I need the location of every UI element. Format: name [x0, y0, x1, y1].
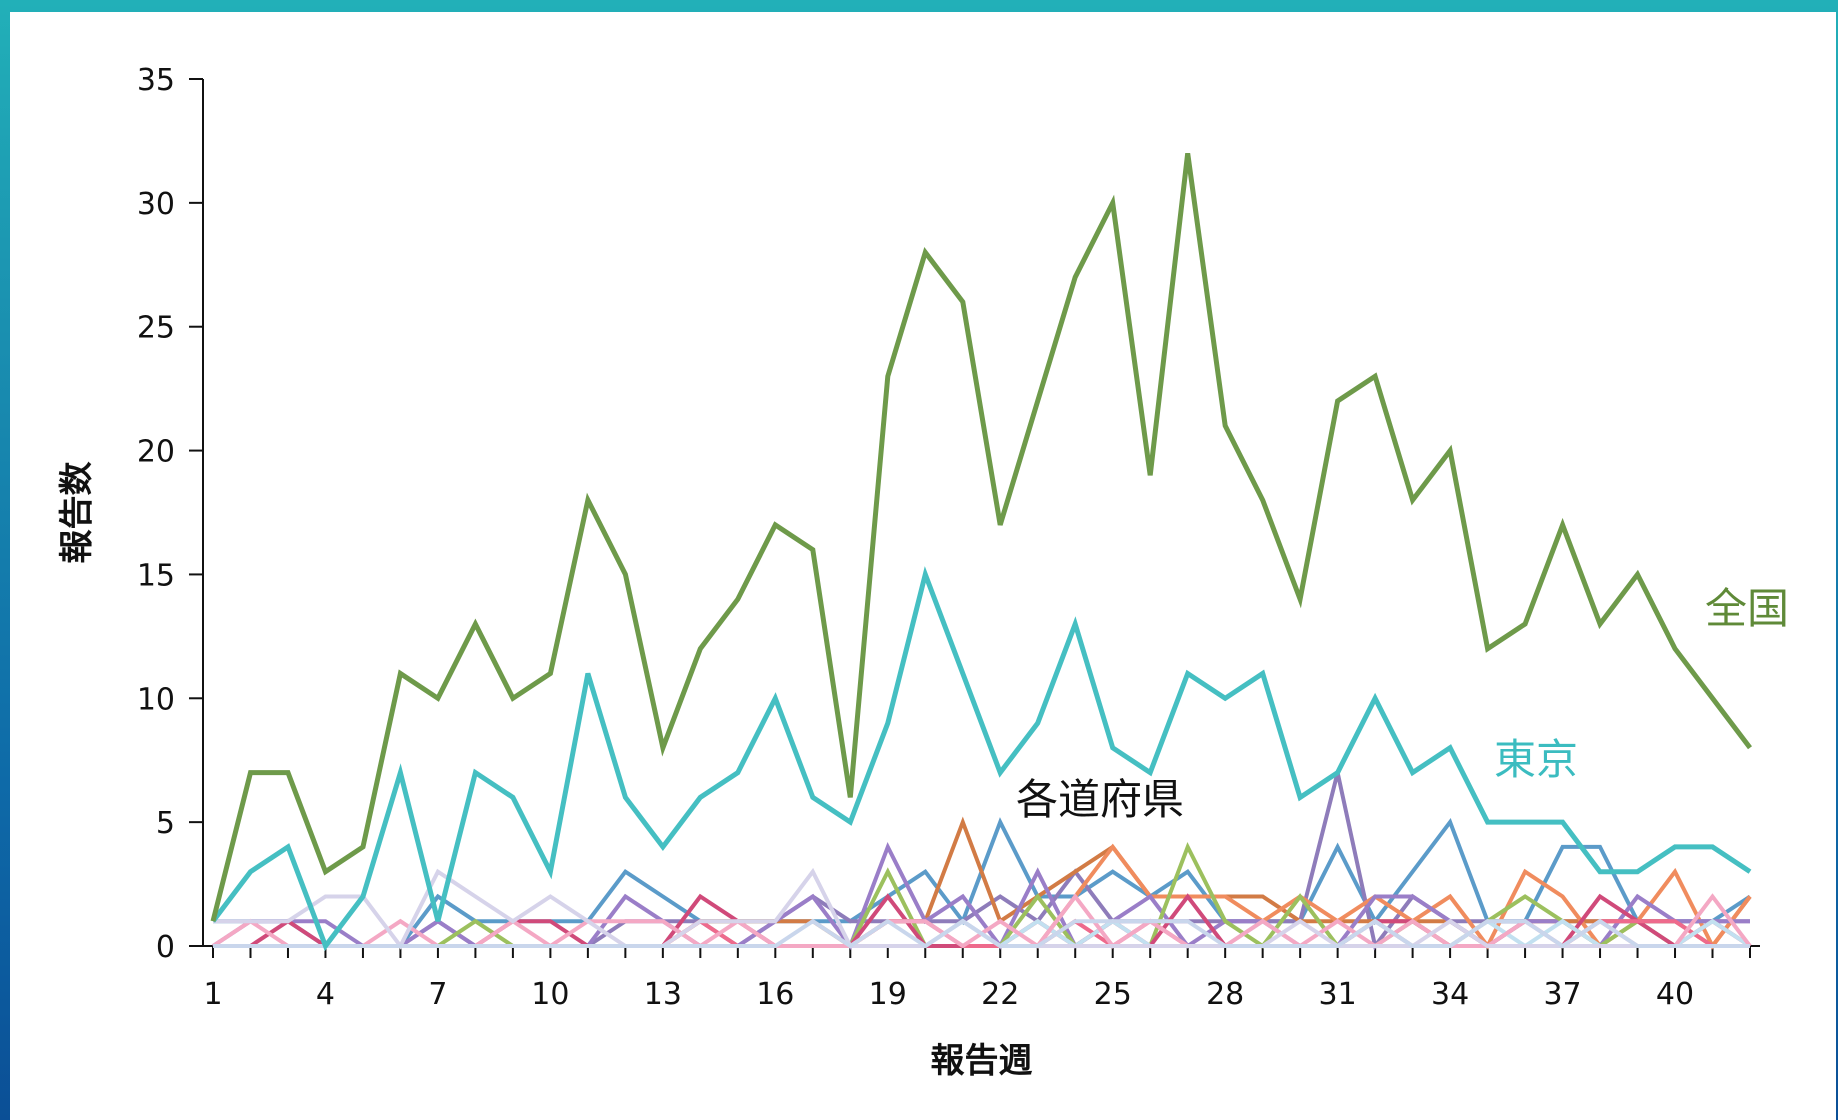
x-tick-label: 10: [531, 977, 569, 1012]
y-tick-label: 35: [137, 63, 175, 98]
y-tick-label: 20: [137, 435, 175, 470]
line-chart: 0 5 10 15 20 25 30 35 1 4 7 10 13 16 19 22 25 28 31 34 37 40 報…: [57, 63, 1789, 1081]
series-annotation: 東京: [1494, 735, 1578, 784]
x-tick-label: 34: [1431, 977, 1469, 1012]
y-tick-label: 10: [137, 682, 175, 717]
y-tick-label: 5: [156, 806, 175, 841]
series-annotation: 全国: [1705, 584, 1789, 633]
chart-panel: 0 5 10 15 20 25 30 35 1 4 7 10 13 16 19 22 25 28 31 34 37 40 報…: [10, 12, 1836, 1120]
x-tick-label: 16: [756, 977, 794, 1012]
x-tick-label: 7: [428, 977, 447, 1012]
x-tick-label: 31: [1319, 977, 1357, 1012]
y-tick-label: 15: [137, 558, 175, 593]
series-line-tokyo: [211, 566, 1752, 952]
series-annotation: 各道府県: [1016, 775, 1184, 824]
x-tick-label: 1: [203, 977, 222, 1012]
x-tick-label: 40: [1656, 977, 1694, 1012]
x-tick-label: 22: [981, 977, 1019, 1012]
x-tick-label: 13: [644, 977, 682, 1012]
series-line-national: [210, 152, 1752, 922]
x-tick-label: 19: [869, 977, 907, 1012]
x-tick-label: 4: [316, 977, 335, 1012]
y-tick-label: 0: [156, 930, 175, 965]
x-tick-label: 37: [1543, 977, 1581, 1012]
x-axis-title: 報告週: [931, 1041, 1033, 1081]
x-tick-label: 28: [1206, 977, 1244, 1012]
y-tick-label: 30: [137, 187, 175, 222]
y-tick-label: 25: [137, 311, 175, 346]
x-tick-label: 25: [1094, 977, 1132, 1012]
series-line-prefecture: [213, 918, 1750, 949]
y-axis-title: 報告数: [57, 462, 97, 564]
